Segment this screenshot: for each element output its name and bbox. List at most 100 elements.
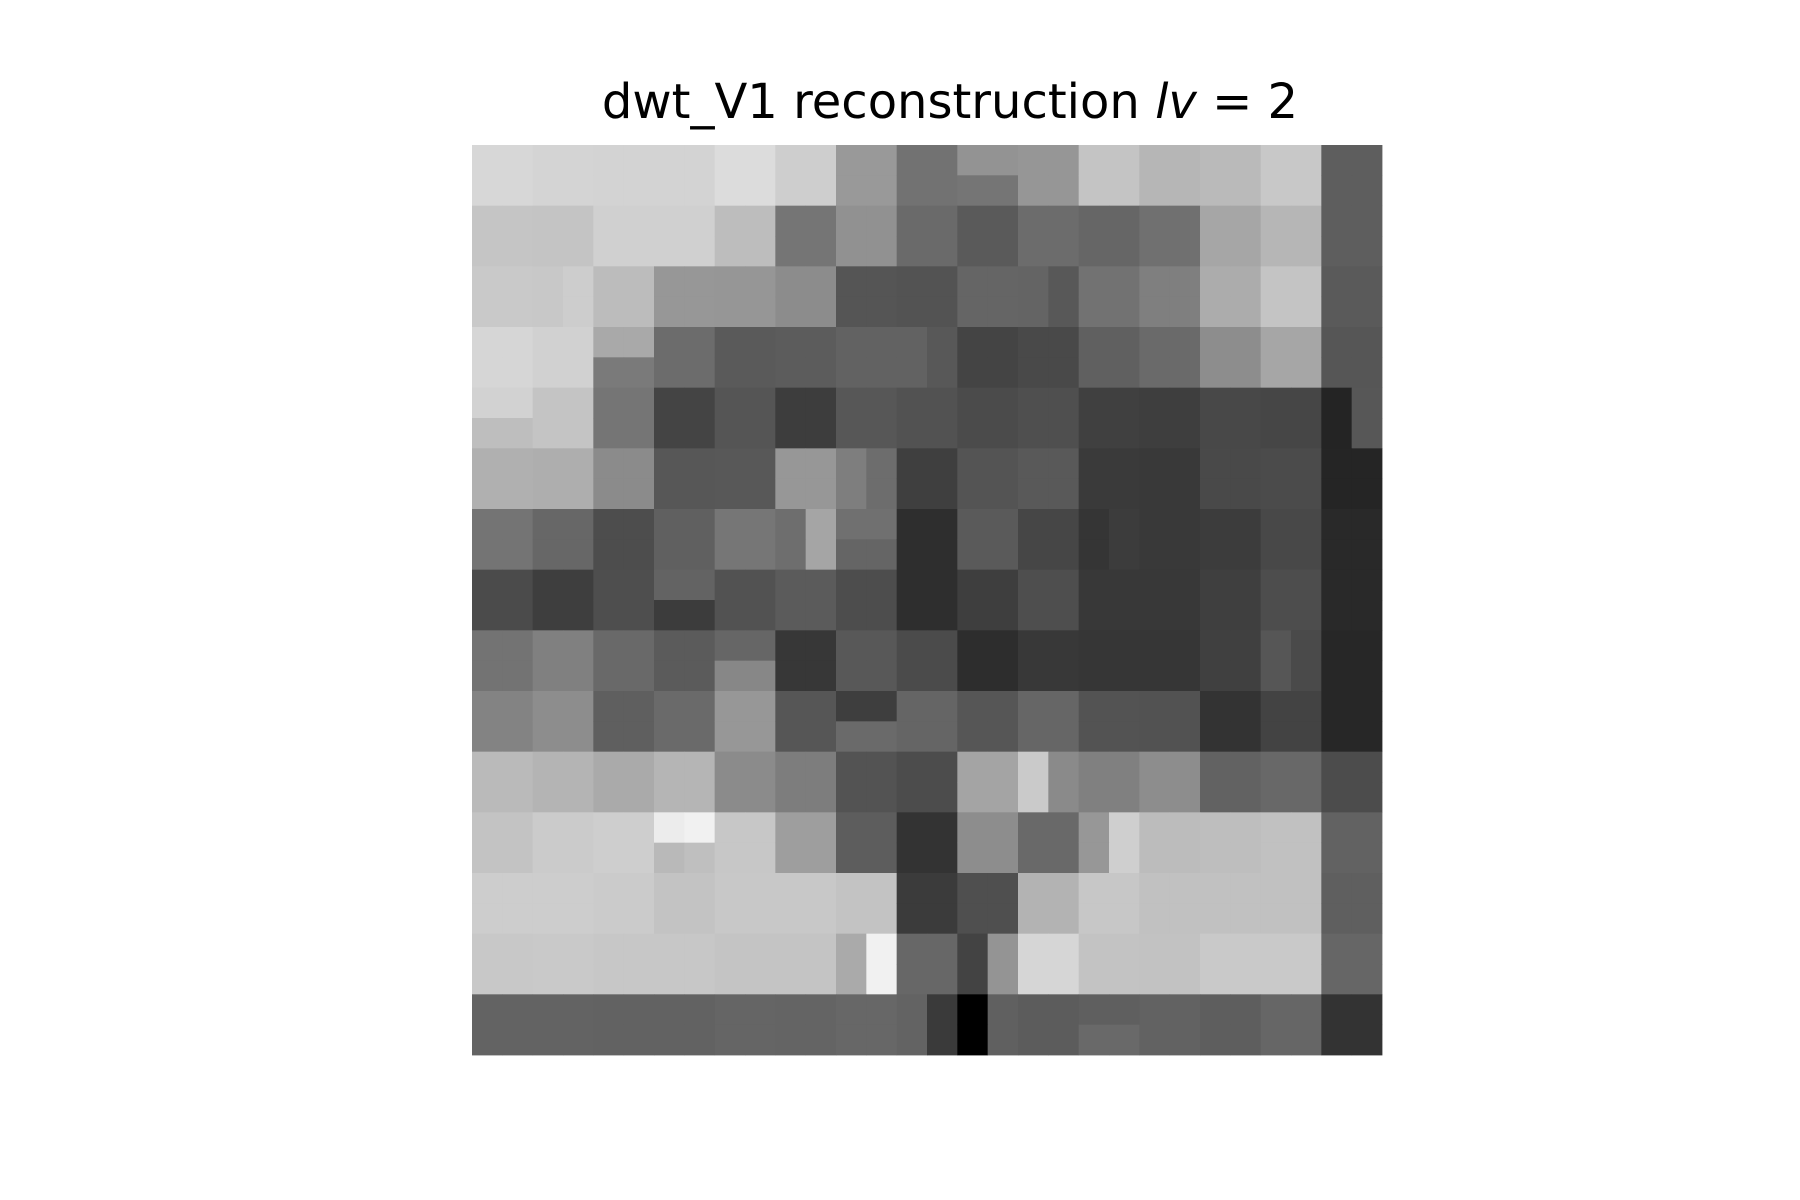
heatmap-cell-r5-c0-q2 — [472, 478, 503, 510]
heatmap-cell-r4-c3-q3 — [684, 418, 716, 449]
heatmap-cell-r13-c7-q2 — [896, 964, 928, 995]
heatmap-cell-r4-c11-q2 — [1139, 418, 1171, 449]
heatmap-cell-r5-c3-q2 — [654, 478, 685, 510]
heatmap-cell-r8-c10-q2 — [1078, 660, 1110, 692]
heatmap-cell-r4-c9-q1 — [1048, 387, 1080, 419]
heatmap-cell-r12-c7-q2 — [896, 903, 928, 935]
heatmap-cell-r12-c6-q3 — [866, 903, 898, 935]
heatmap-cell-r2-c1-q3 — [563, 296, 594, 328]
heatmap-cell-r0-c9-q3 — [1048, 175, 1080, 207]
heatmap-cell-r4-c5-q3 — [805, 418, 837, 449]
heatmap-cell-r10-c5-q2 — [775, 782, 807, 813]
heatmap-cell-r4-c10-q0 — [1078, 387, 1110, 419]
heatmap-cell-r7-c10-q2 — [1078, 600, 1110, 631]
heatmap-cell-r9-c14-q0 — [1321, 691, 1353, 722]
heatmap-cell-r8-c1-q0 — [532, 630, 564, 662]
heatmap-cell-r1-c12-q3 — [1230, 236, 1262, 267]
heatmap-cell-r8-c9-q0 — [1018, 630, 1049, 662]
heatmap-cell-r1-c11-q3 — [1169, 236, 1201, 267]
heatmap-cell-r0-c11-q1 — [1169, 145, 1201, 176]
heatmap-cell-r14-c2-q1 — [623, 994, 655, 1026]
heatmap-cell-r2-c8-q3 — [987, 296, 1019, 328]
heatmap-cell-r12-c3-q2 — [654, 903, 685, 935]
heatmap-cell-r2-c12-q1 — [1230, 266, 1262, 298]
heatmap-cell-r3-c8-q2 — [957, 357, 989, 389]
heatmap-cell-r1-c10-q0 — [1078, 205, 1110, 237]
heatmap-cell-r4-c1-q2 — [532, 418, 564, 449]
heatmap-cell-r12-c13-q2 — [1260, 903, 1292, 935]
heatmap-cell-r0-c9-q0 — [1018, 145, 1049, 176]
heatmap-cell-r5-c0-q3 — [502, 478, 534, 510]
heatmap-cell-r4-c6-q2 — [836, 418, 867, 449]
heatmap-cell-r7-c11-q0 — [1139, 569, 1171, 601]
heatmap-cell-r2-c9-q3 — [1048, 296, 1080, 328]
heatmap-cell-r14-c12-q0 — [1200, 994, 1231, 1026]
heatmap-cell-r7-c7-q3 — [927, 600, 958, 631]
heatmap-cell-r14-c0-q0 — [472, 994, 503, 1026]
heatmap-cell-r9-c9-q2 — [1018, 721, 1049, 753]
heatmap-cell-r3-c12-q0 — [1200, 327, 1231, 358]
heatmap-cell-r9-c2-q1 — [623, 691, 655, 722]
heatmap-cell-r12-c8-q0 — [957, 873, 989, 904]
heatmap-cell-r10-c4-q3 — [745, 782, 776, 813]
heatmap-cell-r4-c0-q1 — [502, 387, 534, 419]
heatmap-cell-r1-c3-q2 — [654, 236, 685, 267]
heatmap-cell-r7-c4-q1 — [745, 569, 776, 601]
heatmap-cell-r4-c7-q3 — [927, 418, 958, 449]
heatmap-cell-r7-c1-q0 — [532, 569, 564, 601]
heatmap-cell-r10-c9-q3 — [1048, 782, 1080, 813]
heatmap-cell-r13-c10-q0 — [1078, 933, 1110, 965]
heatmap-cell-r6-c6-q2 — [836, 539, 867, 571]
heatmap-cell-r5-c6-q2 — [836, 478, 867, 510]
heatmap-cell-r1-c7-q1 — [927, 205, 958, 237]
heatmap-cell-r6-c11-q3 — [1169, 539, 1201, 571]
heatmap-cell-r2-c1-q1 — [563, 266, 594, 298]
heatmap-cell-r1-c6-q0 — [836, 205, 867, 237]
heatmap-cell-r6-c14-q3 — [1351, 539, 1383, 571]
heatmap-cell-r4-c8-q3 — [987, 418, 1019, 449]
heatmap-cell-r5-c9-q2 — [1018, 478, 1049, 510]
chart-title-suffix: = 2 — [1197, 74, 1298, 130]
heatmap-cell-r12-c2-q0 — [593, 873, 625, 904]
heatmap-cell-r1-c4-q1 — [745, 205, 776, 237]
heatmap-cell-r9-c13-q1 — [1291, 691, 1322, 722]
heatmap-cell-r13-c0-q3 — [502, 964, 534, 995]
heatmap-cell-r12-c7-q0 — [896, 873, 928, 904]
heatmap-cell-r2-c10-q3 — [1109, 296, 1140, 328]
heatmap-cell-r14-c4-q1 — [745, 994, 776, 1026]
heatmap-cell-r7-c12-q3 — [1230, 600, 1262, 631]
heatmap-cell-r1-c9-q3 — [1048, 236, 1080, 267]
heatmap-cell-r5-c2-q2 — [593, 478, 625, 510]
heatmap-cell-r1-c1-q3 — [563, 236, 594, 267]
heatmap-cell-r11-c2-q1 — [623, 812, 655, 844]
heatmap-cell-r5-c8-q3 — [987, 478, 1019, 510]
heatmap-cell-r5-c5-q1 — [805, 448, 837, 480]
heatmap-cell-r5-c10-q3 — [1109, 478, 1140, 510]
heatmap-cell-r6-c10-q0 — [1078, 509, 1110, 540]
heatmap-cell-r5-c5-q0 — [775, 448, 807, 480]
heatmap-cell-r9-c13-q2 — [1260, 721, 1292, 753]
heatmap-cell-r9-c7-q1 — [927, 691, 958, 722]
heatmap-cell-r2-c7-q1 — [927, 266, 958, 298]
heatmap-cell-r1-c13-q2 — [1260, 236, 1292, 267]
heatmap-cell-r7-c2-q2 — [593, 600, 625, 631]
heatmap-cell-r9-c10-q2 — [1078, 721, 1110, 753]
heatmap-cell-r6-c11-q0 — [1139, 509, 1171, 540]
heatmap-cell-r3-c14-q0 — [1321, 327, 1353, 358]
heatmap-cell-r5-c3-q3 — [684, 478, 716, 510]
heatmap-cell-r5-c8-q2 — [957, 478, 989, 510]
heatmap-cell-r13-c0-q2 — [472, 964, 503, 995]
heatmap-cell-r8-c7-q2 — [896, 660, 928, 692]
heatmap-cell-r6-c6-q1 — [866, 509, 898, 540]
heatmap-cell-r3-c7-q0 — [896, 327, 928, 358]
heatmap-cell-r2-c4-q3 — [745, 296, 776, 328]
heatmap-cell-r8-c0-q1 — [502, 630, 534, 662]
heatmap-cell-r12-c10-q0 — [1078, 873, 1110, 904]
heatmap-cell-r9-c8-q0 — [957, 691, 989, 722]
heatmap-cell-r4-c3-q0 — [654, 387, 685, 419]
heatmap-cell-r14-c5-q0 — [775, 994, 807, 1026]
heatmap-cell-r7-c12-q1 — [1230, 569, 1262, 601]
heatmap-cell-r5-c3-q0 — [654, 448, 685, 480]
heatmap-cell-r11-c13-q3 — [1291, 842, 1322, 874]
heatmap-cell-r2-c0-q1 — [502, 266, 534, 298]
